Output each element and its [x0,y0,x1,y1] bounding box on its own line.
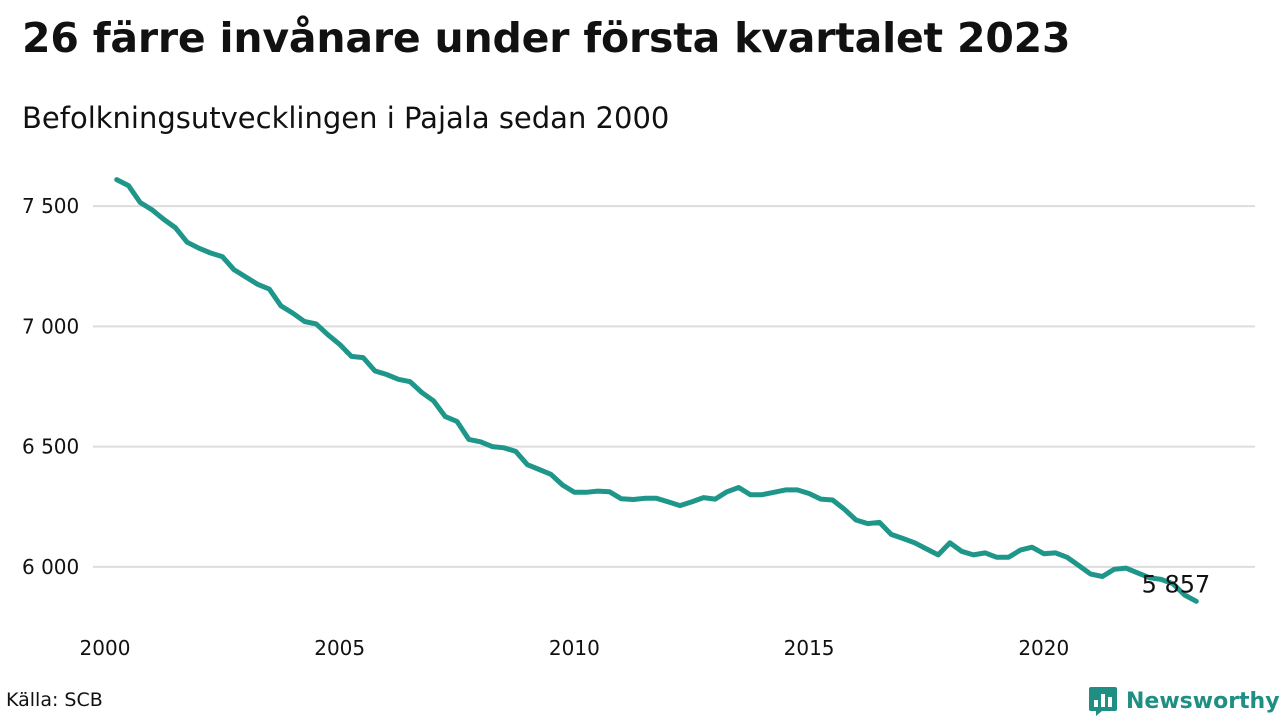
y-tick-label: 6 500 [22,435,79,459]
series-layer [114,177,1199,604]
annotation-layer: 5 857 [1142,570,1211,598]
bar-chart-speech-icon [1089,687,1117,716]
gridlines [93,205,1255,568]
brand-name: Newsworthy [1126,688,1280,714]
x-tick-label: 2005 [314,636,365,660]
newsworthy-logo[interactable]: Newsworthy [1088,684,1280,718]
y-tick-label: 7 000 [22,314,79,338]
x-tick-label: 2020 [1018,636,1069,660]
source-note: Källa: SCB [6,689,103,711]
x-tick-label: 2015 [784,636,835,660]
y-tick-label: 7 500 [22,194,79,218]
chart-title: 26 färre invånare under första kvartalet… [22,14,1071,62]
line-chart: 6 000 6 500 7 000 7 500 2000 2005 2010 2015 202… [22,177,1255,660]
x-axis-tick-labels: 2000 2005 2010 2015 2020 [80,636,1070,660]
end-value-label: 5 857 [1142,570,1211,598]
y-axis-tick-labels: 6 000 6 500 7 000 7 500 [22,194,79,579]
population-line [114,177,1199,604]
y-tick-label: 6 000 [22,555,79,579]
chart-subtitle: Befolkningsutvecklingen i Pajala sedan 2… [22,101,670,135]
x-tick-label: 2010 [549,636,600,660]
x-tick-label: 2000 [80,636,131,660]
